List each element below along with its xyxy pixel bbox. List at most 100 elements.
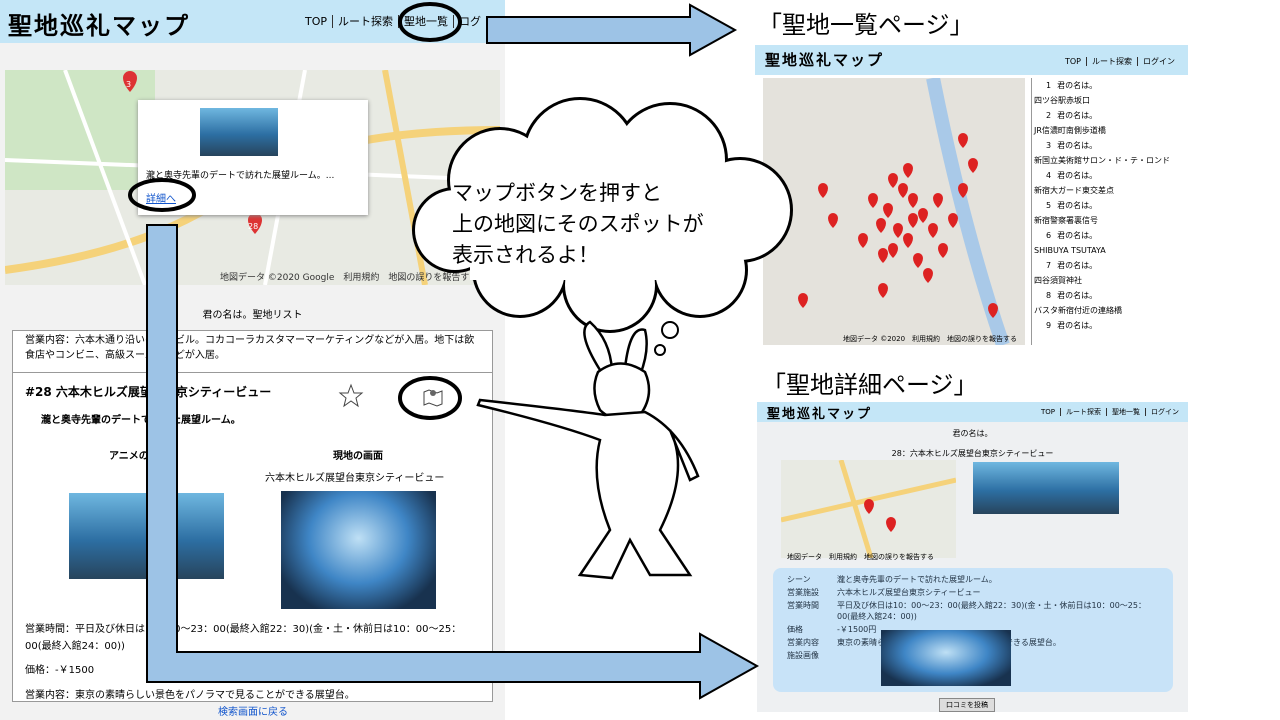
nav-item[interactable]: ログイン — [1145, 408, 1184, 416]
item-place[interactable]: 四ツ谷駅赤坂口 — [1034, 96, 1090, 105]
item-place[interactable]: 四谷須賀神社 — [1034, 276, 1082, 285]
map-pin[interactable] — [948, 213, 958, 228]
map-pin[interactable] — [888, 243, 898, 258]
item-head: 6 君の名は。 — [1046, 228, 1186, 243]
bubble-line: マップボタンを押すと — [452, 181, 662, 205]
business: 営業内容：東京の素晴らしい景色をパノラマで見ることができる展望台。 — [25, 690, 355, 701]
map-credit: 地図データ ©2020 利用規約 地図の誤りを報告する — [843, 335, 1018, 343]
map-bg — [781, 460, 956, 558]
anime-label: アニメの画面 — [109, 451, 169, 462]
item-place[interactable]: 新宿警察署裏信号 — [1034, 216, 1098, 225]
nav-item[interactable]: TOP — [1040, 408, 1055, 416]
cell-key: 営業時間 — [787, 601, 819, 610]
item-title: 君の名は。 — [1057, 231, 1098, 240]
map-pin[interactable] — [888, 173, 898, 188]
map-pin[interactable] — [868, 193, 878, 208]
item-place[interactable]: 新宿大ガード東交差点 — [1034, 186, 1114, 195]
item-head: 2 君の名は。 — [1046, 108, 1186, 123]
map-pin[interactable] — [958, 183, 968, 198]
bubble-text: マップボタンを押すと 上の地図にそのスポットが 表示されるよ！ — [452, 178, 704, 271]
table-row: 営業施設 六本木ヒルズ展望台東京シティービュー — [787, 587, 1159, 598]
list-screen: 聖地巡礼マップ TOP ルート探索 ログイン 地図データ ©2020 利用規約 地図… — [755, 45, 1188, 345]
real-image — [281, 491, 436, 609]
logo: 聖地巡礼マップ — [8, 11, 190, 40]
nav-item[interactable]: ルート探索 — [1060, 408, 1106, 416]
speech-bubble — [412, 97, 793, 356]
nav: TOP ルート探索 ログイン — [1060, 56, 1180, 67]
map-pin[interactable] — [878, 248, 888, 263]
item-title: 君の名は。 — [1057, 141, 1098, 150]
map-pin[interactable] — [893, 223, 903, 238]
table-row: 営業時間 平日及び休日は10：00～23：00(最終入館22：30)(金・土・休前… — [787, 600, 1159, 622]
pin-label: 28 — [248, 222, 259, 231]
map-pin[interactable] — [898, 183, 908, 198]
map-pin[interactable] — [988, 303, 998, 318]
item-place[interactable]: JR信濃町南側歩道橋 — [1034, 126, 1106, 135]
map-pin[interactable] — [886, 517, 896, 532]
map-pin[interactable] — [923, 268, 933, 283]
nav-item[interactable]: TOP — [1064, 57, 1081, 66]
item-head: 5 君の名は。 — [1046, 198, 1186, 213]
item-number: 5 — [1046, 201, 1052, 210]
map — [781, 460, 956, 558]
detail-link[interactable]: 詳細へ — [146, 194, 176, 205]
highlight — [128, 2, 462, 420]
map-pin[interactable] — [878, 283, 888, 298]
cell-key: シーン — [787, 575, 811, 584]
logo: 聖地巡礼マップ — [765, 51, 885, 69]
nav-item[interactable]: ログ — [453, 15, 487, 28]
map-pin[interactable] — [818, 183, 828, 198]
map-pin[interactable] — [933, 193, 943, 208]
nav-item[interactable]: 聖地一覧 — [1106, 408, 1145, 416]
detail-page-caption: 「聖地詳細ページ」 — [762, 371, 978, 399]
map-pin[interactable] — [858, 233, 868, 248]
map-pin[interactable] — [798, 293, 808, 308]
review-button[interactable]: 口コミを投稿 — [939, 698, 995, 712]
nav-item[interactable]: ログイン — [1137, 57, 1180, 66]
logo: 聖地巡礼マップ — [767, 407, 873, 422]
map: 3 28 瀧と奥寺先輩のデートで訪れた展望ルーム。... 詳細へ 地図データ ©… — [5, 70, 500, 285]
map-bg — [5, 70, 500, 285]
map-pin[interactable] — [828, 213, 838, 228]
map-pin[interactable] — [883, 203, 893, 218]
map-button[interactable] — [421, 384, 445, 408]
item-place[interactable]: SHIBUYA TSUTAYA — [1034, 246, 1106, 255]
item-place[interactable]: バスタ新宿付近の連絡橋 — [1034, 306, 1122, 315]
map-pin[interactable] — [958, 133, 968, 148]
map-pin[interactable] — [968, 158, 978, 173]
map-pin[interactable] — [928, 223, 938, 238]
item-title: 君の名は。 — [1057, 291, 1098, 300]
nav-item[interactable]: ルート探索 — [332, 15, 399, 28]
list-title: 君の名は。聖地リスト — [202, 310, 303, 321]
item-number: 4 — [1046, 171, 1052, 180]
nav-item[interactable]: TOP — [305, 15, 328, 28]
nav-item[interactable]: 聖地一覧 — [398, 15, 454, 28]
nav-item[interactable]: ルート探索 — [1086, 57, 1137, 66]
scene: 瀧と奥寺先輩のデートで訪れた展望ルーム。 — [41, 415, 241, 426]
map-pin[interactable] — [918, 208, 928, 223]
favorite-star[interactable] — [338, 383, 364, 409]
anime-image — [973, 462, 1119, 514]
map-pin[interactable] — [903, 163, 913, 178]
item-number: 7 — [1046, 261, 1052, 270]
spot-list: 営業内容：六本木通り沿いの高層ビル。コカコーラカスタマーマーケティングなどが入居… — [12, 330, 493, 702]
cell-value: 平日及び休日は10：00～23：00(最終入館22：30)(金・土・休前日は10… — [837, 601, 1146, 621]
map-pin[interactable] — [903, 233, 913, 248]
item-place[interactable]: 新国立美術館サロン・ド・テ・ロンド — [1034, 156, 1170, 165]
cell-value: 瀧と奥寺先輩のデートで訪れた展望ルーム。 — [837, 575, 997, 584]
map-pin[interactable] — [908, 213, 918, 228]
cell-value: 六本木ヒルズ展望台東京シティービュー — [837, 588, 981, 597]
map-pin[interactable] — [876, 218, 886, 233]
item-number: 8 — [1046, 291, 1052, 300]
work: 君の名は。 — [952, 429, 993, 438]
item-head: 3 君の名は。 — [1046, 138, 1186, 153]
map-pin[interactable] — [864, 499, 874, 514]
map-pin[interactable] — [938, 243, 948, 258]
map-pin[interactable] — [913, 253, 923, 268]
map-pin[interactable] — [908, 193, 918, 208]
table-row: 価格 -￥1500円 — [787, 624, 1159, 635]
back-link[interactable]: 検索画面に戻る — [218, 707, 288, 718]
item-number: 1 — [1046, 81, 1052, 90]
item-title: 君の名は。 — [1057, 111, 1098, 120]
cell-value: -￥1500円 — [837, 625, 877, 634]
